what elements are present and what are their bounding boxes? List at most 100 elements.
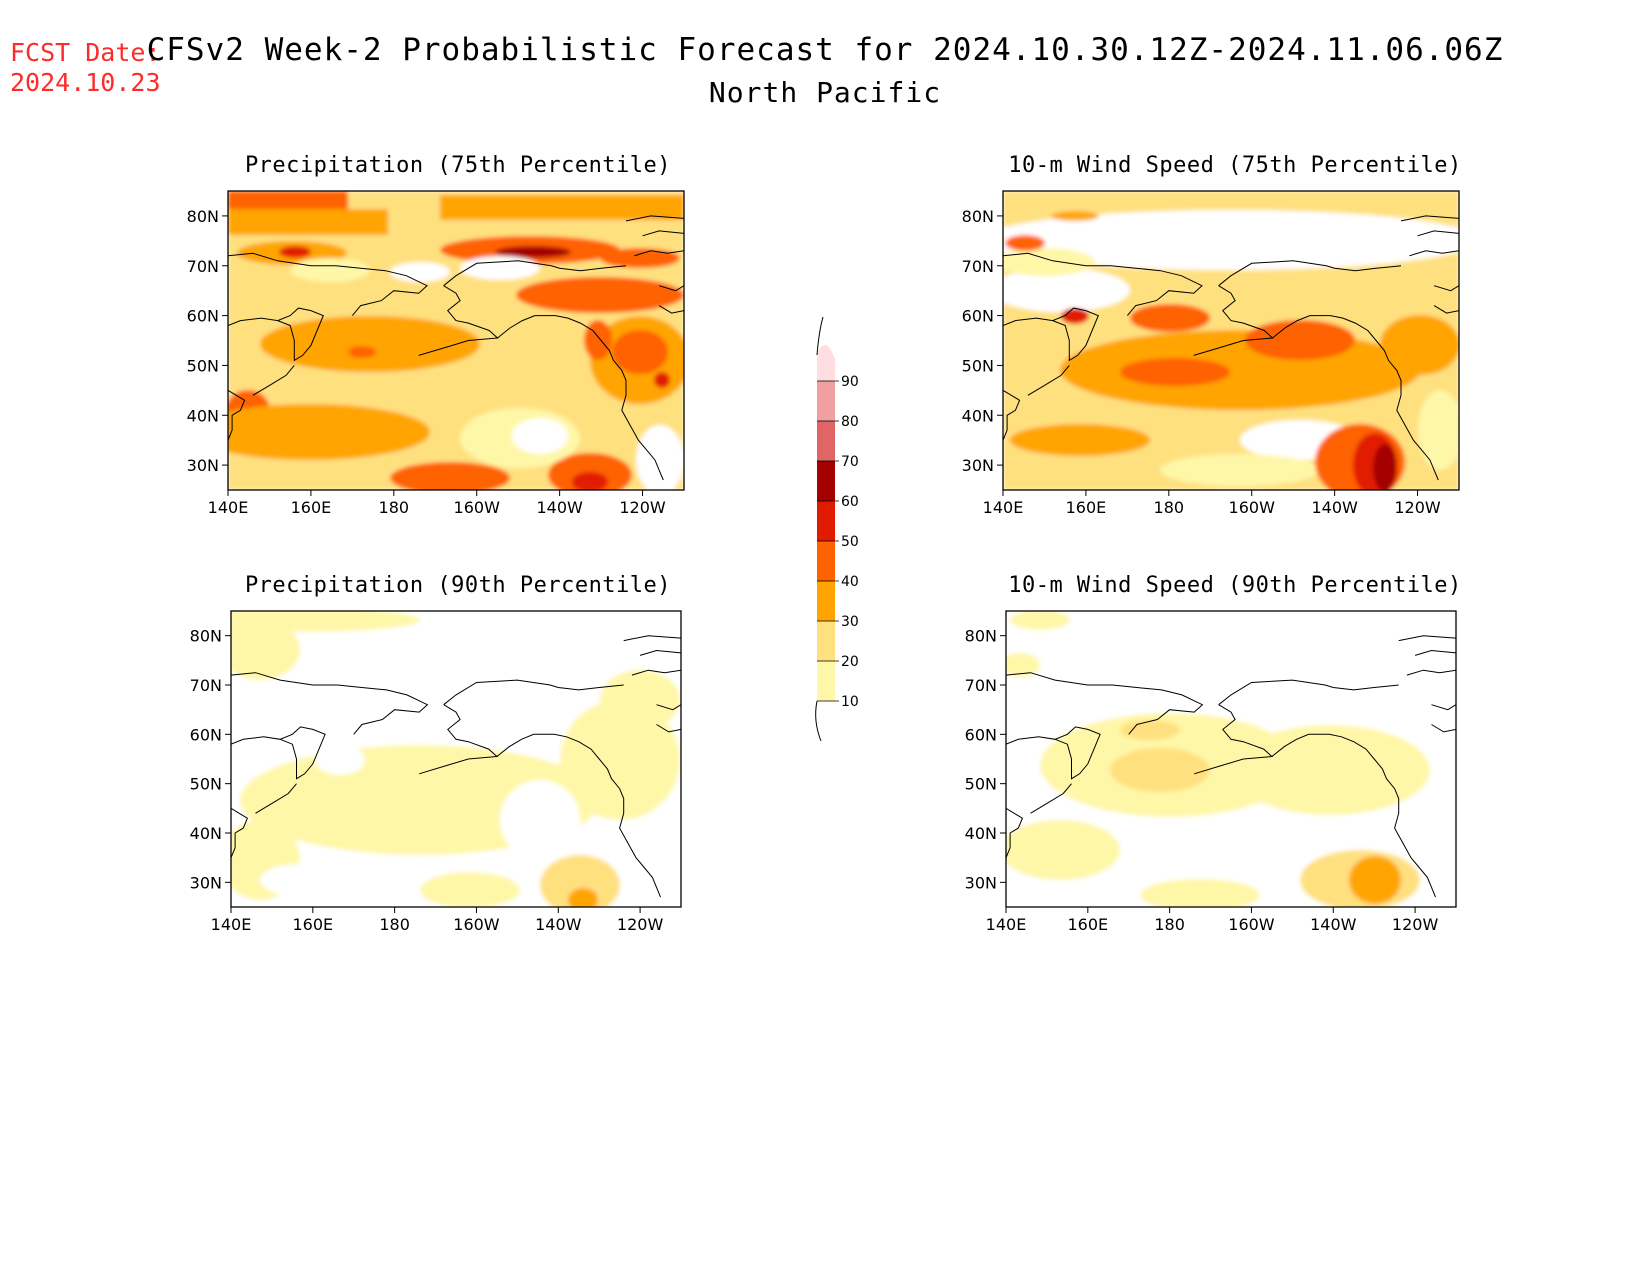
lon-tick-label: 120W bbox=[1394, 498, 1441, 517]
lon-tick-label: 180 bbox=[1154, 915, 1185, 934]
colorbar-upper-tail bbox=[816, 316, 824, 356]
lat-tick-label: 30N bbox=[190, 873, 222, 892]
lon-tick-label: 160W bbox=[1228, 915, 1275, 934]
colorbar-tick-label: 60 bbox=[841, 494, 859, 510]
coastline-segment bbox=[443, 679, 624, 706]
map-panel-wind75 bbox=[1003, 191, 1459, 490]
coastline-segment bbox=[1006, 672, 1204, 735]
coastline-segment bbox=[443, 260, 627, 287]
lon-tick-label: 140W bbox=[1310, 915, 1357, 934]
colorbar-swatch bbox=[817, 381, 835, 421]
colorbar-tick-label: 70 bbox=[841, 454, 859, 470]
coastline-precip75 bbox=[228, 215, 684, 481]
map-panel-precip90 bbox=[231, 611, 681, 907]
lon-tick-label: 140W bbox=[536, 498, 583, 517]
coastline-segment bbox=[1414, 649, 1456, 656]
coastline-segment bbox=[1003, 252, 1203, 316]
colorbar-tick-label: 40 bbox=[841, 574, 859, 590]
lat-tick-label: 40N bbox=[190, 824, 222, 843]
lat-tick-label: 60N bbox=[187, 307, 219, 326]
lat-tick-label: 50N bbox=[962, 356, 994, 375]
map-panel-wind90 bbox=[1006, 611, 1456, 907]
coastline-segment bbox=[418, 285, 499, 356]
coastline-segment bbox=[1406, 669, 1456, 676]
colorbar: 10 20 30 40 50 60 70 80 90 bbox=[815, 316, 859, 742]
panel-title-precip90: Precipitation (90th Percentile) bbox=[244, 573, 672, 598]
colorbar-swatch bbox=[817, 344, 835, 381]
coastline-segment bbox=[1433, 305, 1459, 314]
forecast-date-value: 2024.10.23 bbox=[10, 68, 161, 97]
map-panel-precip75 bbox=[228, 191, 684, 490]
lon-tick-label: 180 bbox=[1154, 498, 1185, 517]
map-frame-precip90 bbox=[230, 610, 682, 908]
lat-tick-label: 70N bbox=[962, 257, 994, 276]
coastline-wind90 bbox=[1006, 635, 1456, 898]
coastlines bbox=[228, 215, 1459, 898]
coastline-segment bbox=[1400, 215, 1459, 222]
lon-tick-label: 180 bbox=[379, 915, 410, 934]
map-frame-precip75 bbox=[227, 190, 685, 491]
coastline-segment bbox=[1218, 679, 1399, 706]
region-subtitle: North Pacific bbox=[708, 76, 942, 109]
coastline-segment bbox=[639, 649, 681, 656]
coastline-segment bbox=[497, 315, 664, 481]
colorbar-tick-label: 30 bbox=[841, 614, 859, 630]
coastline-segment bbox=[642, 230, 684, 237]
panel-title-wind75: 10-m Wind Speed (75th Percentile) bbox=[1008, 153, 1462, 178]
coastline-segment bbox=[1431, 704, 1456, 711]
lat-tick-label: 70N bbox=[190, 676, 222, 695]
colorbar-swatch bbox=[817, 661, 835, 701]
lat-tick-label: 40N bbox=[965, 824, 997, 843]
coastline-precip90 bbox=[231, 635, 681, 898]
colorbar-tick-label: 90 bbox=[841, 374, 859, 390]
coastline-segment bbox=[1003, 389, 1021, 441]
lat-tick-label: 50N bbox=[187, 356, 219, 375]
lat-tick-label: 80N bbox=[187, 207, 219, 226]
coastline-segment bbox=[656, 724, 681, 733]
coastline-segment bbox=[231, 726, 326, 780]
coastline-segment bbox=[228, 307, 324, 362]
colorbar-swatch bbox=[817, 581, 835, 621]
lon-tick-label: 140W bbox=[535, 915, 582, 934]
coastline-segment bbox=[231, 672, 429, 735]
colorbar-swatch bbox=[817, 421, 835, 461]
colorbar-swatch bbox=[817, 461, 835, 501]
lat-tick-label: 40N bbox=[962, 406, 994, 425]
coastline-segment bbox=[1003, 307, 1099, 362]
lon-tick-label: 160E bbox=[1067, 915, 1108, 934]
colorbar-swatch bbox=[817, 501, 835, 541]
coastline-segment bbox=[1030, 783, 1072, 814]
lon-tick-label: 160W bbox=[1229, 498, 1276, 517]
lon-tick-label: 120W bbox=[617, 915, 664, 934]
lon-tick-label: 160E bbox=[292, 915, 333, 934]
coastline-segment bbox=[1398, 635, 1456, 642]
coastline-segment bbox=[231, 807, 249, 859]
coastline-segment bbox=[1433, 285, 1459, 292]
coastline-segment bbox=[419, 704, 499, 775]
coastline-wind75 bbox=[1003, 215, 1459, 481]
map-frames: 80N 70N 60N 50N 40N 30N 140E 160E 180 160W 140W 120… bbox=[187, 190, 1460, 934]
coastline-segment bbox=[623, 635, 681, 642]
colorbar-tick-label: 10 bbox=[841, 694, 859, 710]
coastline-segment bbox=[658, 285, 684, 292]
lat-tick-label: 70N bbox=[187, 257, 219, 276]
coastline-segment bbox=[1194, 704, 1274, 775]
colorbar-tick-label: 50 bbox=[841, 534, 859, 550]
coastline-segment bbox=[496, 733, 661, 898]
coastline-segment bbox=[631, 669, 681, 676]
coastline-segment bbox=[658, 305, 684, 314]
lon-tick-label: 140E bbox=[986, 915, 1027, 934]
coastline-segment bbox=[1006, 726, 1101, 780]
lat-tick-label: 30N bbox=[187, 456, 219, 475]
lat-tick-label: 50N bbox=[965, 775, 997, 794]
lon-tick-label: 140W bbox=[1311, 498, 1358, 517]
coastline-segment bbox=[1006, 807, 1024, 859]
forecast-date-caption: FCST Date: bbox=[10, 38, 161, 67]
colorbar-lower-tail bbox=[815, 700, 822, 742]
colorbar-tick-label: 80 bbox=[841, 414, 859, 430]
lon-tick-label: 140E bbox=[211, 915, 252, 934]
coastline-segment bbox=[228, 252, 428, 316]
lon-tick-label: 140E bbox=[983, 498, 1024, 517]
map-frame-wind75 bbox=[1002, 190, 1460, 491]
colorbar-swatch bbox=[817, 621, 835, 661]
